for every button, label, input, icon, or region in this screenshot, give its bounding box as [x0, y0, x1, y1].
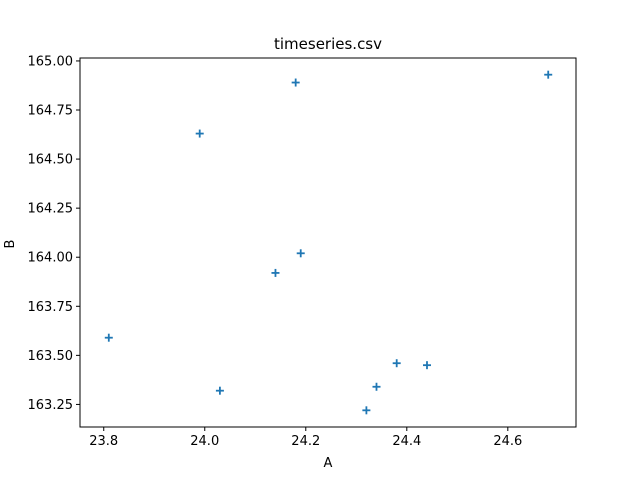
x-tick-label: 23.8	[89, 434, 118, 449]
y-tick-label: 165.00	[28, 54, 74, 69]
y-tick-label: 163.25	[28, 398, 74, 413]
y-tick-label: 164.00	[28, 251, 74, 266]
data-point-plus-marker	[392, 359, 401, 368]
x-axis-ticks: 23.8 24.0 24.2 24.4 24.6	[89, 427, 522, 449]
y-tick-label: 163.75	[28, 300, 74, 315]
plot-area	[79, 57, 577, 428]
y-axis-ticks: 163.25 163.50 163.75 164.00 164.25 164.50 164.…	[28, 54, 80, 413]
plot-frame	[79, 57, 577, 428]
y-axis-label: B	[3, 240, 18, 249]
data-point-plus-marker	[104, 333, 113, 342]
x-axis-label: A	[324, 456, 333, 471]
y-tick-label: 164.25	[28, 202, 74, 217]
data-point-plus-marker	[296, 249, 305, 258]
y-tick-label: 163.50	[28, 349, 74, 364]
data-point-plus-marker	[271, 268, 280, 277]
data-point-plus-marker	[422, 361, 431, 370]
data-point-plus-marker	[291, 78, 300, 87]
data-point-plus-marker	[195, 129, 204, 138]
x-tick-label: 24.2	[291, 434, 320, 449]
data-point-plus-marker	[215, 386, 224, 395]
data-point-plus-marker	[362, 406, 371, 415]
data-point-plus-marker	[372, 382, 381, 391]
data-point-plus-marker	[544, 70, 553, 79]
y-tick-label: 164.75	[28, 104, 74, 119]
x-tick-label: 24.0	[190, 434, 219, 449]
chart-title: timeseries.csv	[274, 35, 382, 53]
data-points	[104, 70, 553, 415]
y-tick-label: 164.50	[28, 153, 74, 168]
x-tick-label: 24.4	[392, 434, 421, 449]
x-tick-label: 24.6	[493, 434, 522, 449]
